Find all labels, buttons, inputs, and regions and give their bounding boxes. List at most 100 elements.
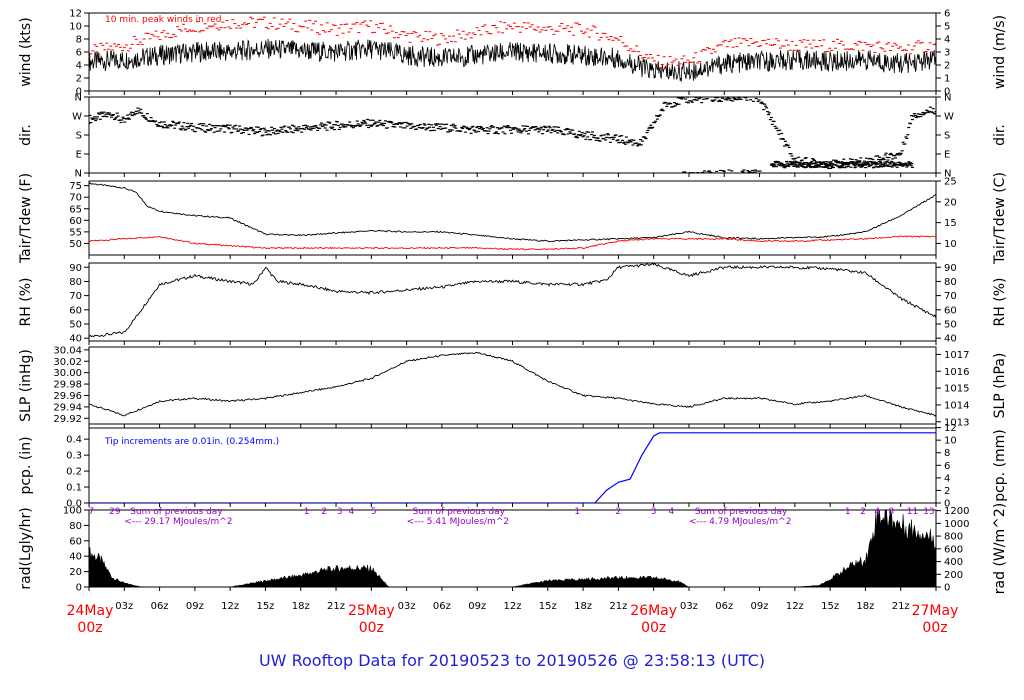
y-tick-label-right: 0	[944, 583, 950, 594]
y-tick-label-right: 200	[944, 570, 963, 581]
y-tick-label: 0	[76, 87, 82, 98]
y-tick-label-right: 800	[944, 532, 963, 543]
y-tick-label: 0.4	[66, 435, 82, 446]
x-day-label: 24May	[67, 603, 114, 619]
panel-data	[89, 510, 936, 587]
y-tick-label-right: 10	[944, 436, 957, 447]
y-axis-label-left: wind (kts)	[18, 17, 34, 86]
panel-data	[89, 16, 936, 82]
radiation-hour-number: 1	[845, 507, 851, 517]
y-tick-label-right: 1013	[944, 417, 969, 428]
panel-frame	[88, 96, 937, 174]
panel-data	[89, 351, 936, 417]
y-tick-label: 30.04	[53, 345, 82, 356]
y-tick-label-right: 1014	[944, 400, 969, 411]
y-tick-label: 29.94	[53, 402, 82, 413]
y-axis-label-right: Tair/Tdew (C)	[992, 172, 1008, 265]
x-tick-label: 15z	[256, 601, 274, 612]
panel-data	[89, 432, 936, 503]
x-axis: 03z 06z 09z 12z 15z 18z 21z 03z 06z 09z 12z 15z 18z 2…	[67, 601, 959, 636]
y-tick-label: 70	[69, 291, 82, 302]
panel-data	[89, 182, 936, 251]
y-tick-label-right: N	[944, 93, 951, 104]
y-tick-label-right: 0	[944, 499, 950, 510]
panel-6: 020406080100020040060080010001200rad(Lgl…	[18, 503, 1008, 594]
x-tick-label: 18z	[292, 601, 310, 612]
x-day-time-label: 00z	[641, 620, 666, 636]
y-tick-label: 8	[76, 35, 82, 46]
radiation-hour-number: 2	[321, 507, 327, 517]
panel-data	[89, 263, 936, 338]
radiation-hour-number: 3	[337, 507, 343, 517]
y-tick-label: 30.00	[53, 368, 82, 379]
y-tick-label: 29.92	[53, 414, 82, 425]
daily-sum-label: Sum of previous day	[413, 507, 506, 517]
y-tick-label: 50	[69, 239, 82, 250]
peak-wind-note: 10 min. peak winds in red	[105, 15, 222, 25]
x-tick-label: 21z	[609, 601, 627, 612]
radiation-hour-number: 5	[371, 507, 377, 517]
y-tick-label-right: 90	[944, 263, 957, 274]
y-tick-label: 2	[76, 74, 82, 85]
y-tick-label: 80	[69, 521, 82, 532]
radiation-hour-number: 3	[651, 507, 657, 517]
y-tick-label: 0.2	[66, 467, 82, 478]
radiation-hour-number: 8	[888, 507, 894, 517]
x-day-label: 26May	[630, 603, 677, 619]
series-wind	[89, 38, 936, 82]
y-tick-label-right: 6	[944, 9, 950, 20]
y-tick-label-right: 50	[944, 319, 957, 330]
y-tick-label-right: 60	[944, 305, 957, 316]
radiation-hour-number: 1	[304, 507, 310, 517]
y-tick-label: 40	[69, 552, 82, 563]
y-axis-label-left: rad(Lgly/hr)	[18, 507, 34, 589]
y-tick-label: 65	[69, 204, 82, 215]
y-tick-label-right: N	[944, 169, 951, 180]
y-axis-label-left: RH (%)	[18, 278, 34, 327]
precip-note: Tip increments are 0.01in. (0.254mm.)	[104, 437, 279, 447]
x-tick-label: 21z	[327, 601, 345, 612]
daily-sum-value: <--- 29.17 MJoules/m^2	[124, 517, 232, 527]
y-tick-label-right: 1	[944, 74, 950, 85]
y-tick-label-right: 5	[944, 22, 950, 33]
panel-data	[89, 97, 936, 173]
y-tick-label-right: 12	[944, 423, 957, 434]
y-tick-label: 6	[76, 48, 82, 59]
y-tick-label: 0	[76, 583, 82, 594]
panel-frame	[88, 346, 937, 425]
x-tick-label: 09z	[468, 601, 486, 612]
series-tair	[89, 182, 936, 242]
panel-frame	[88, 262, 937, 342]
x-tick-label: 09z	[751, 601, 769, 612]
y-tick-label: 70	[69, 193, 82, 204]
y-tick-label-right: 1017	[944, 350, 969, 361]
y-tick-label-right: 15	[944, 218, 957, 229]
x-tick-label: 12z	[786, 601, 804, 612]
x-tick-label: 21z	[892, 601, 910, 612]
x-tick-label: 18z	[574, 601, 592, 612]
y-tick-label: E	[76, 150, 82, 161]
daily-sum-label: Sum of previous day	[130, 507, 223, 517]
y-axis-label-left: pcp. (in)	[18, 436, 34, 494]
y-tick-label: 60	[69, 536, 82, 547]
y-tick-label-right: 40	[944, 334, 957, 345]
radiation-hour-number: 11	[907, 507, 918, 517]
y-tick-label-right: 1000	[944, 519, 969, 530]
y-tick-label-right: 400	[944, 557, 963, 568]
x-day-time-label: 00z	[922, 620, 947, 636]
y-axis-label-right: RH (%)	[992, 278, 1008, 327]
radiation-hour-number: 4	[874, 507, 880, 517]
x-tick-label: 06z	[433, 601, 451, 612]
y-tick-label: 50	[69, 319, 82, 330]
y-tick-label-right: E	[944, 150, 950, 161]
y-tick-label-right: S	[944, 131, 950, 142]
y-axis-label-left: dir.	[18, 124, 34, 146]
y-tick-label: 80	[69, 277, 82, 288]
y-tick-label-right: 8	[944, 448, 950, 459]
y-tick-label: 100	[63, 506, 82, 517]
x-tick-label: 18z	[856, 601, 874, 612]
y-tick-label: 75	[69, 181, 82, 192]
